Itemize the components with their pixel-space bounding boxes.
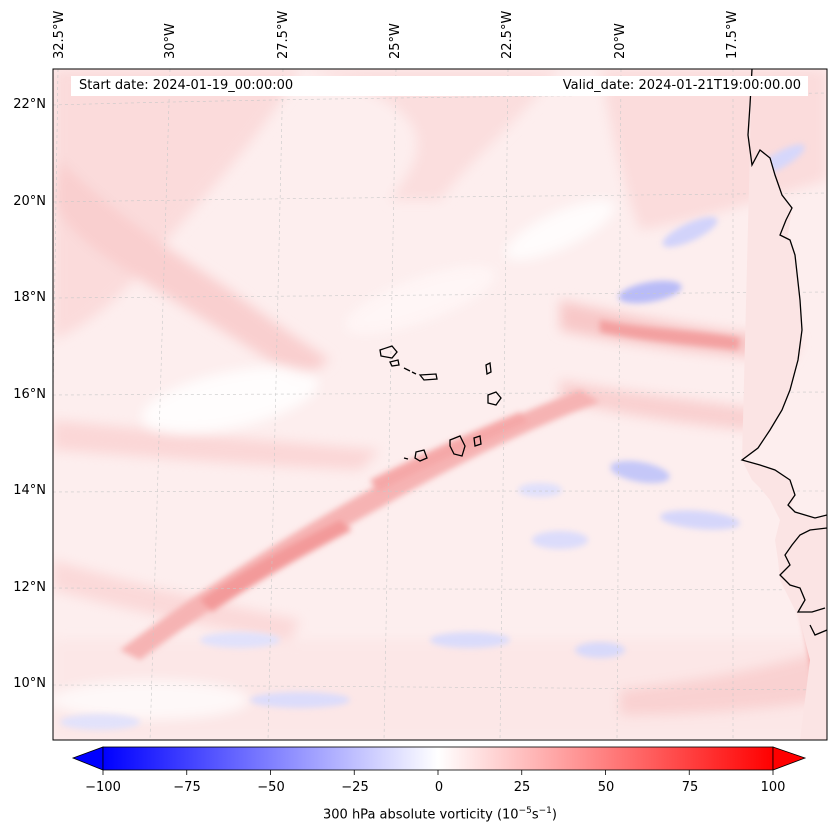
cb-tick-label: 75 [681, 780, 699, 795]
cape-verde-islands [379, 345, 502, 462]
lat-label-12n: 12°N [13, 580, 46, 595]
lat-label-18n: 18°N [13, 290, 46, 305]
lat-label-14n: 14°N [13, 483, 46, 498]
cb-tick-label: −50 [257, 780, 285, 795]
valid-date-label: Valid_date: 2024-01-21T19:00:00.00 [562, 78, 801, 93]
coastline-stroke [740, 69, 827, 636]
lat-label-22n: 22°N [13, 97, 46, 112]
info-bar [71, 76, 808, 96]
lon-label-27-5w: 27.5°W [276, 10, 291, 59]
lat-label-16n: 16°N [13, 387, 46, 402]
lat-label-20n: 20°N [13, 194, 46, 209]
colorbar-label-text: 300 hPa absolute vorticity [323, 807, 493, 823]
colorbar-units-exp1: −5 [518, 806, 532, 816]
vorticity-field [53, 69, 827, 740]
lon-label-20w: 20°W [613, 23, 628, 59]
lon-label-22-5w: 22.5°W [500, 10, 515, 59]
start-date-label: Start date: 2024-01-19_00:00:00 [79, 78, 294, 93]
cb-tick-label: −25 [341, 780, 369, 795]
colorbar-units-base: 10 [502, 807, 519, 823]
cb-tick-label: 25 [513, 780, 531, 795]
colorbar-units-exp2: −1 [538, 806, 552, 816]
colorbar-gradient [102, 746, 774, 771]
lon-label-32-5w: 32.5°W [52, 10, 67, 59]
lon-label-25w: 25°W [388, 23, 403, 59]
colorbar-label: 300 hPa absolute vorticity (10−5s−1) [323, 806, 557, 823]
cb-tick-label: 0 [434, 780, 444, 795]
map-frame [52, 68, 828, 741]
colorbar [71, 746, 807, 775]
colorbar-extend-low [71, 746, 104, 771]
cb-tick-label: −100 [85, 780, 121, 795]
cb-tick-label: 100 [760, 780, 786, 795]
africa-coastline [742, 69, 827, 740]
cb-tick-label: −75 [173, 780, 201, 795]
colorbar-extend-high [772, 746, 807, 771]
lat-label-10n: 10°N [13, 676, 46, 691]
cb-tick-label: 50 [597, 780, 615, 795]
lon-label-30w: 30°W [163, 23, 178, 59]
lon-label-17-5w: 17.5°W [725, 10, 740, 59]
colorbar-ticks [102, 770, 774, 775]
colorbar-units-s: s [531, 807, 539, 823]
